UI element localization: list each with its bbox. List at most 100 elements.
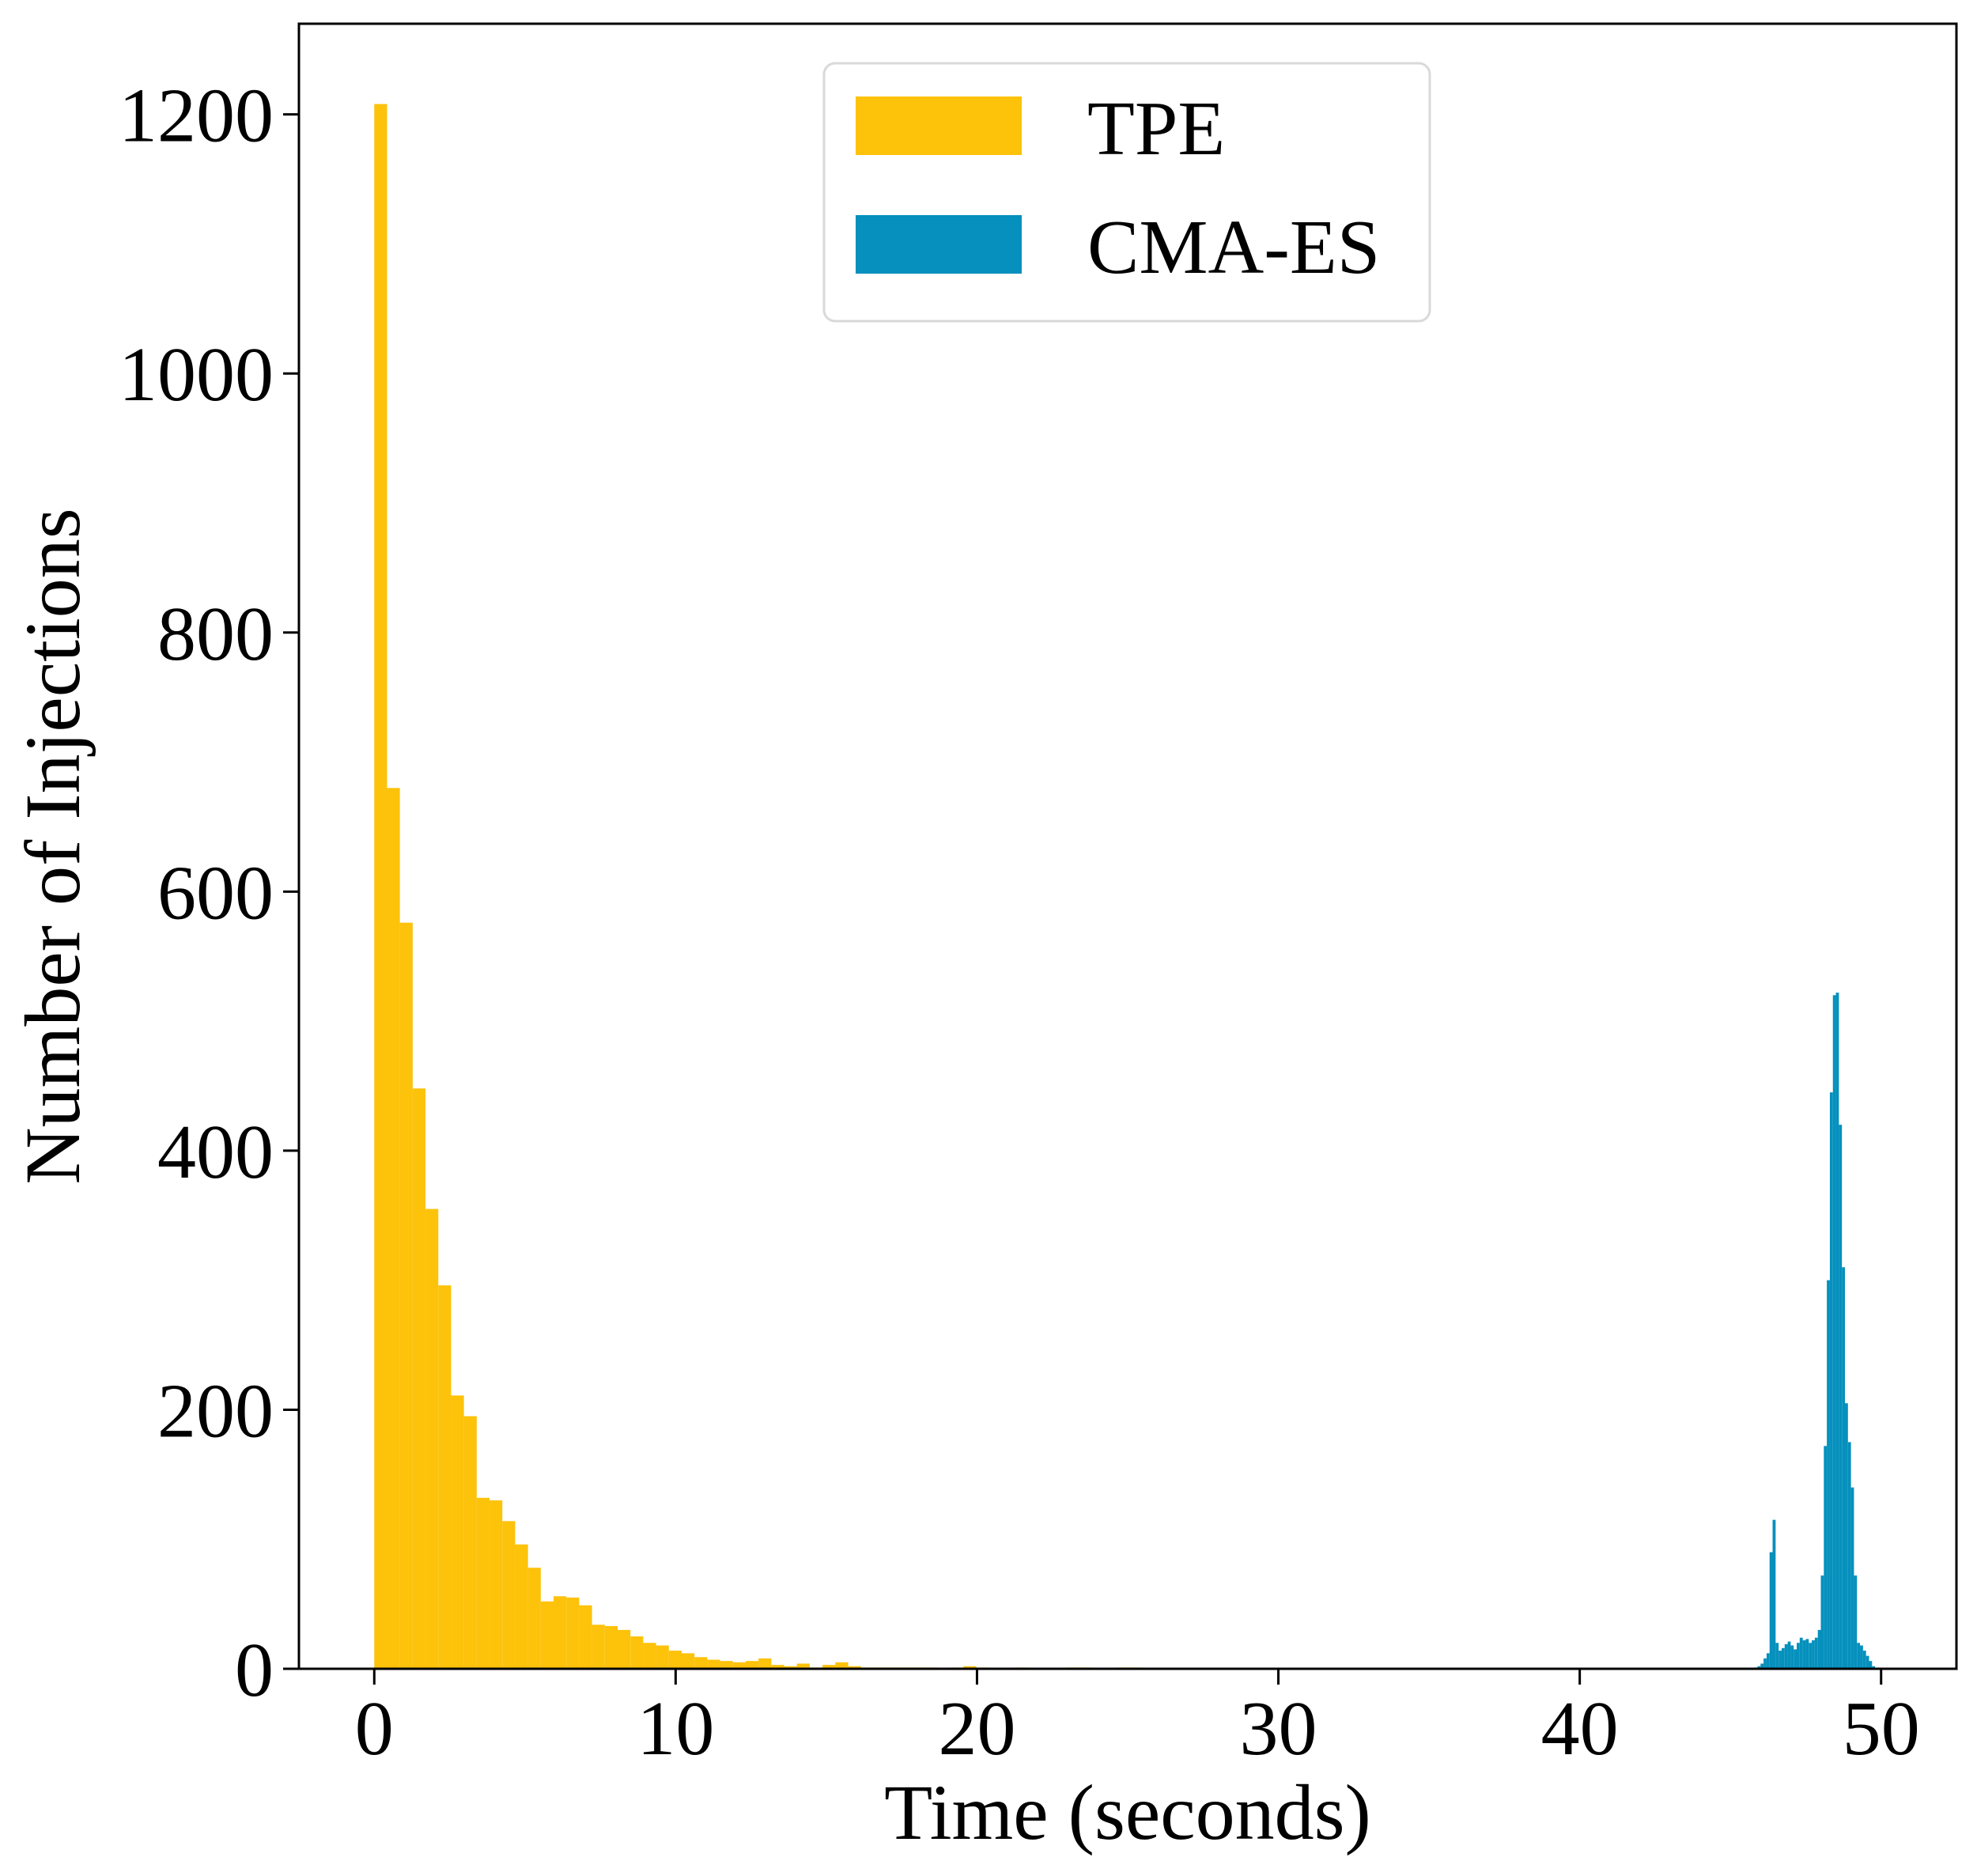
bar-cma-es-20 bbox=[1814, 1637, 1818, 1669]
bar-cma-es-25 bbox=[1829, 1092, 1833, 1669]
bar-tpe-5 bbox=[438, 1285, 452, 1669]
bar-cma-es-17 bbox=[1805, 1639, 1809, 1669]
bar-cma-es-33 bbox=[1854, 1575, 1858, 1669]
bar-cma-es-34 bbox=[1857, 1643, 1861, 1669]
bar-cma-es-9 bbox=[1781, 1647, 1785, 1669]
bar-tpe-6 bbox=[451, 1395, 464, 1669]
bar-tpe-12 bbox=[527, 1568, 541, 1669]
bar-tpe-23 bbox=[668, 1651, 682, 1669]
legend-swatch-tpe bbox=[856, 96, 1022, 155]
bar-tpe-36 bbox=[835, 1662, 849, 1669]
y-axis-ticks: 0 200 400 600 800 1000 1200 bbox=[119, 74, 299, 1713]
bar-tpe-37 bbox=[848, 1666, 861, 1669]
bar-cma-es-4 bbox=[1766, 1653, 1770, 1669]
y-tick-label-1000: 1000 bbox=[119, 332, 274, 418]
bar-cma-es-30 bbox=[1845, 1403, 1848, 1669]
bar-cma-es-10 bbox=[1784, 1643, 1788, 1669]
bar-tpe-26 bbox=[707, 1659, 720, 1669]
bar-tpe-28 bbox=[732, 1662, 746, 1669]
bar-cma-es-28 bbox=[1839, 1125, 1843, 1669]
bar-cma-es-13 bbox=[1794, 1649, 1797, 1669]
bar-tpe-29 bbox=[745, 1661, 759, 1669]
bar-tpe-0 bbox=[374, 104, 387, 1669]
y-tick-label-1200: 1200 bbox=[119, 74, 274, 159]
bar-cma-es-22 bbox=[1820, 1575, 1824, 1669]
bar-tpe-10 bbox=[502, 1521, 516, 1669]
bar-cma-es-5 bbox=[1769, 1552, 1773, 1669]
y-tick-label-200: 200 bbox=[157, 1368, 274, 1454]
bar-cma-es-18 bbox=[1809, 1643, 1813, 1669]
bar-tpe-24 bbox=[681, 1653, 695, 1669]
bar-cma-es-37 bbox=[1865, 1655, 1869, 1669]
bar-tpe-11 bbox=[515, 1544, 528, 1669]
y-tick-label-400: 400 bbox=[157, 1110, 274, 1195]
bar-tpe-16 bbox=[579, 1605, 592, 1669]
legend-swatch-cma-es bbox=[856, 215, 1022, 274]
bar-tpe-15 bbox=[566, 1597, 580, 1669]
x-axis-ticks: 0 10 20 30 40 50 bbox=[355, 1669, 1920, 1772]
bar-cma-es-36 bbox=[1862, 1651, 1866, 1669]
y-tick-label-0: 0 bbox=[235, 1628, 274, 1713]
bar-cma-es-35 bbox=[1860, 1645, 1863, 1669]
bar-tpe-9 bbox=[490, 1500, 503, 1669]
bar-cma-es-14 bbox=[1797, 1643, 1800, 1669]
bar-cma-es-26 bbox=[1832, 995, 1836, 1669]
bar-tpe-18 bbox=[604, 1625, 618, 1669]
bar-cma-es-12 bbox=[1790, 1645, 1794, 1669]
bar-tpe-14 bbox=[554, 1596, 567, 1669]
bar-cma-es-15 bbox=[1799, 1637, 1803, 1669]
bar-tpe-4 bbox=[425, 1208, 439, 1669]
bar-cma-es-3 bbox=[1763, 1658, 1767, 1669]
legend-label-cma-es: CMA-ES bbox=[1087, 205, 1380, 290]
x-tick-label-40: 40 bbox=[1541, 1686, 1619, 1772]
bar-cma-es-11 bbox=[1787, 1641, 1791, 1669]
bar-tpe-22 bbox=[656, 1645, 669, 1669]
bar-cma-es-23 bbox=[1824, 1446, 1828, 1669]
bar-cma-es-29 bbox=[1842, 1267, 1845, 1669]
bar-cma-es-7 bbox=[1775, 1643, 1779, 1669]
bars-layer bbox=[374, 104, 1876, 1669]
bar-tpe-3 bbox=[412, 1088, 426, 1669]
legend-label-tpe: TPE bbox=[1087, 86, 1225, 172]
bar-cma-es-2 bbox=[1760, 1663, 1764, 1669]
bar-tpe-21 bbox=[643, 1643, 656, 1669]
x-tick-label-50: 50 bbox=[1843, 1686, 1920, 1772]
bar-tpe-33 bbox=[796, 1663, 810, 1669]
bar-tpe-8 bbox=[476, 1497, 490, 1669]
y-axis-label: Number of Injections bbox=[9, 508, 96, 1184]
y-tick-label-800: 800 bbox=[157, 592, 274, 677]
bar-tpe-13 bbox=[540, 1601, 554, 1669]
bar-tpe-35 bbox=[822, 1665, 836, 1669]
bar-tpe-27 bbox=[720, 1661, 733, 1669]
y-tick-label-600: 600 bbox=[157, 850, 274, 936]
bar-cma-es-27 bbox=[1835, 993, 1839, 1669]
x-tick-label-0: 0 bbox=[355, 1686, 394, 1772]
bar-tpe-19 bbox=[618, 1629, 631, 1669]
bar-cma-es-16 bbox=[1802, 1640, 1806, 1669]
bar-cma-es-24 bbox=[1827, 1280, 1830, 1669]
bar-tpe-31 bbox=[771, 1665, 784, 1669]
bar-cma-es-8 bbox=[1779, 1651, 1782, 1669]
x-tick-label-20: 20 bbox=[938, 1686, 1015, 1772]
bar-cma-es-1 bbox=[1757, 1666, 1761, 1669]
bar-tpe-30 bbox=[758, 1658, 772, 1669]
bar-cma-es-31 bbox=[1847, 1442, 1851, 1669]
bar-tpe-25 bbox=[694, 1657, 708, 1669]
bar-cma-es-19 bbox=[1812, 1640, 1815, 1669]
plot-frame bbox=[297, 22, 1958, 1670]
bar-cma-es-39 bbox=[1872, 1666, 1876, 1669]
legend: TPE CMA-ES bbox=[822, 62, 1431, 323]
bar-cma-es-6 bbox=[1772, 1519, 1776, 1669]
x-tick-label-10: 10 bbox=[637, 1686, 714, 1772]
bar-tpe-7 bbox=[463, 1416, 477, 1669]
bar-cma-es-32 bbox=[1850, 1487, 1854, 1669]
bar-cma-es-38 bbox=[1869, 1661, 1873, 1669]
bar-tpe-32 bbox=[784, 1666, 797, 1669]
axes-layer bbox=[297, 22, 1958, 1670]
x-axis-label: Time (seconds) bbox=[884, 1768, 1371, 1856]
bar-tpe-17 bbox=[592, 1624, 605, 1669]
bar-tpe-2 bbox=[399, 922, 413, 1669]
bar-cma-es-21 bbox=[1817, 1629, 1821, 1669]
bar-tpe-46 bbox=[963, 1666, 977, 1669]
